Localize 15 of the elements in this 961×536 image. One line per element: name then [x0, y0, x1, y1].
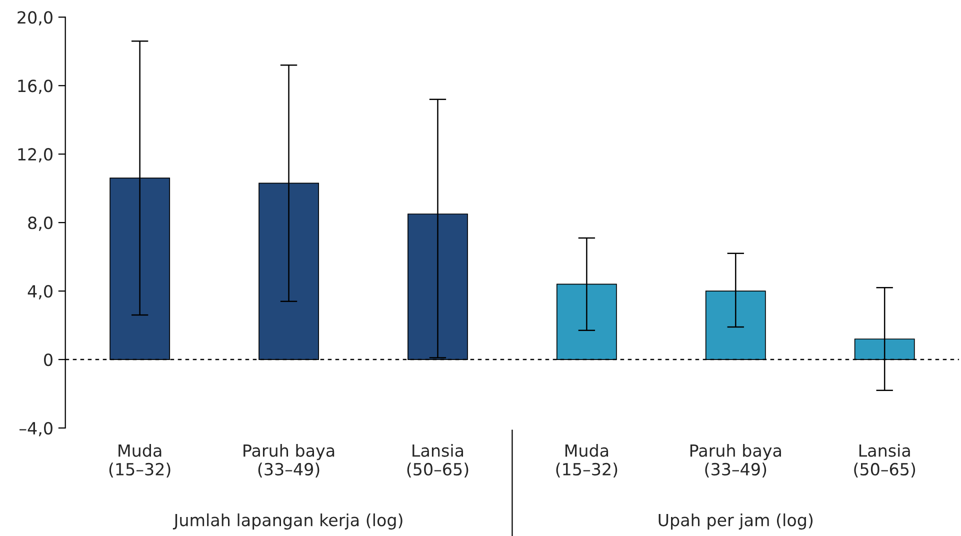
y-tick-label: –4,0 [20, 422, 52, 436]
x-tick-label: Lansia (50–65) [854, 444, 916, 478]
x-tick-label: Muda (15–32) [109, 444, 170, 478]
text: Upah per jam (log) [658, 513, 813, 530]
y-tick-label: 4,0 [28, 285, 52, 300]
text: Jumlah lapangan kerja (log) [172, 513, 402, 530]
y-tick-label: 20,0 [18, 11, 52, 26]
y-tick-label: 8,0 [28, 216, 52, 231]
y-tick-label: 16,0 [18, 80, 52, 94]
y-tick-label: 12,0 [18, 148, 52, 162]
x-tick-label: Paruh baya (33–49) [244, 444, 334, 478]
x-tick-label: Paruh baya (33–49) [690, 444, 781, 478]
x-tick-label: Muda (15–32) [556, 444, 618, 478]
y-tick-label: 0 [44, 353, 52, 366]
x-tick-label: Lansia (50–65) [407, 444, 468, 478]
